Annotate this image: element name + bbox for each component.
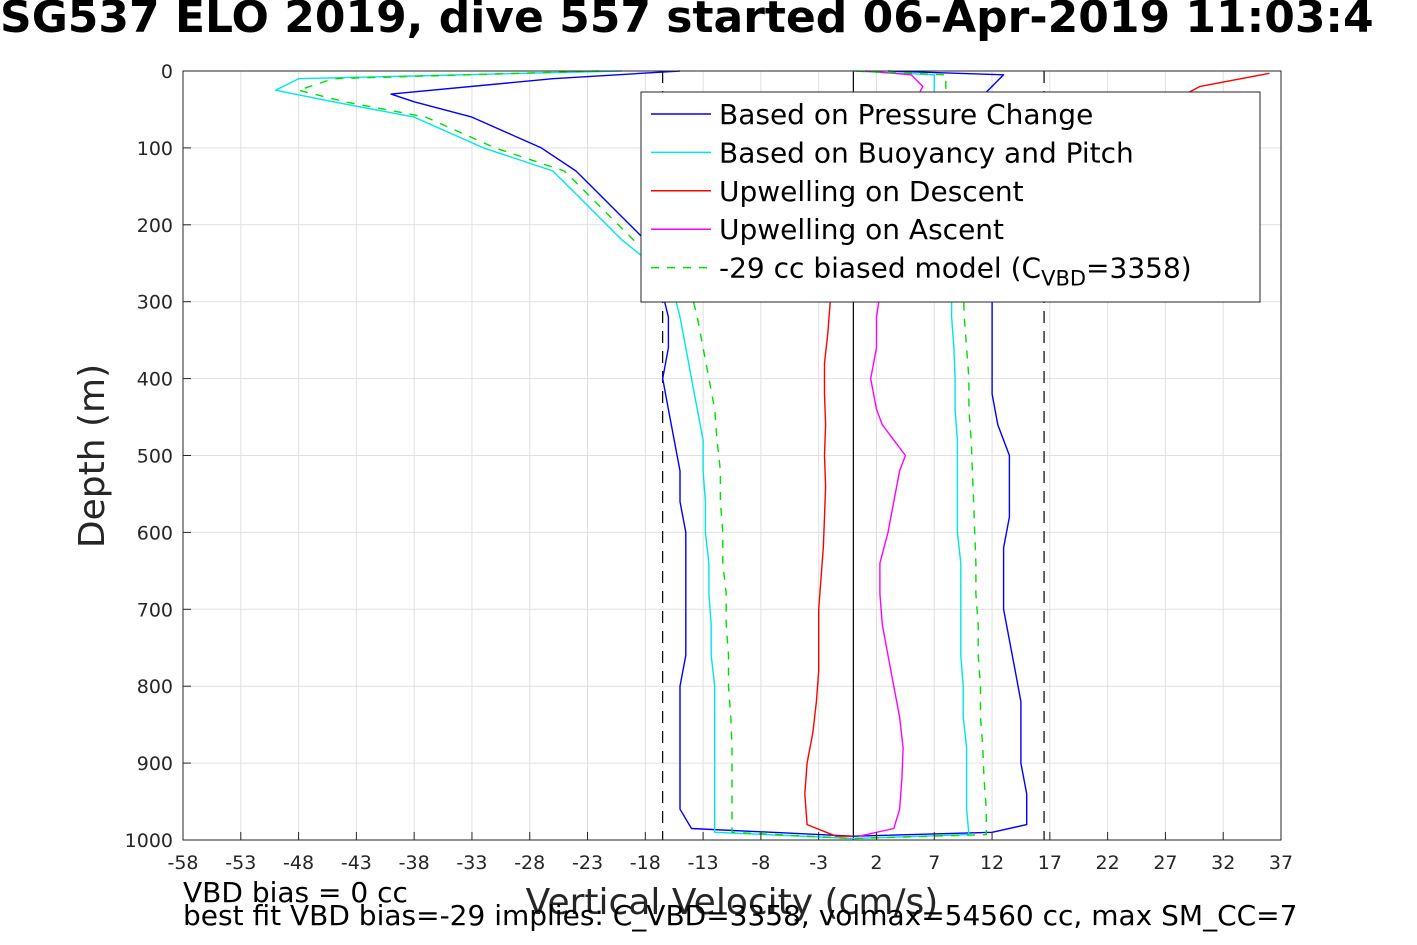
x-tick-label: -43	[341, 852, 372, 874]
series-line	[390, 70, 1028, 837]
legend: Based on Pressure Change Based on Buoyanc…	[640, 91, 1261, 303]
x-tick-label: 17	[1038, 852, 1062, 874]
legend-label: Upwelling on Descent	[719, 175, 1024, 208]
vbd-bias-note: VBD bias = 0 cc	[183, 876, 408, 909]
series-line	[804, 301, 854, 837]
x-tick-label: 37	[1269, 852, 1293, 874]
x-tick-label: -33	[456, 852, 487, 874]
x-tick-label: 27	[1153, 852, 1177, 874]
x-tick-labels: -58 -53 -48 -43 -38 -33 -28 -23 -18 -13 -8 -3 2 7 12 17…	[167, 852, 1293, 874]
x-tick-label: 7	[928, 852, 940, 874]
x-tick-label: -23	[572, 852, 603, 874]
y-tick-label: 200	[137, 215, 173, 237]
y-tick-label: 800	[137, 676, 173, 698]
y-tick-labels: 0 100 200 300 400 500 600 700 800 900 1000	[125, 61, 173, 852]
y-tick-label: 600	[137, 522, 173, 544]
best-fit-note: best fit VBD bias=-29 implies: C_VBD=335…	[183, 899, 1298, 932]
chart-title: SG537 ELO 2019, dive 557 started 06-Apr-…	[0, 0, 1374, 43]
x-tick-label: -28	[514, 852, 545, 874]
x-tick-label: 2	[870, 852, 882, 874]
y-tick-label: 500	[137, 446, 173, 468]
x-tick-label: -18	[630, 852, 661, 874]
y-tick-label: 300	[137, 292, 173, 314]
series-line	[297, 70, 987, 840]
x-tick-label: 22	[1096, 852, 1120, 874]
y-tick-label: 0	[161, 61, 173, 83]
y-axis-label: Depth (m)	[72, 364, 113, 548]
legend-label: Based on Buoyancy and Pitch	[719, 136, 1134, 169]
x-axis-label: Vertical Velocity (cm/s)	[526, 882, 939, 923]
y-tick-label: 400	[137, 369, 173, 391]
legend-box	[640, 91, 1261, 303]
y-tick-label: 100	[137, 138, 173, 160]
x-tick-label: -53	[225, 852, 256, 874]
x-tick-label: -8	[751, 852, 770, 874]
x-tick-label: -48	[283, 852, 314, 874]
legend-label: Upwelling on Ascent	[719, 213, 1004, 246]
axis-ticks	[182, 70, 1282, 841]
y-tick-label: 700	[137, 599, 173, 621]
y-tick-label: 900	[137, 753, 173, 775]
x-tick-label: -13	[688, 852, 719, 874]
legend-label: Based on Pressure Change	[719, 98, 1093, 131]
legend-label: -29 cc biased model (CVBD=3358)	[719, 252, 1192, 291]
x-tick-label: 32	[1211, 852, 1235, 874]
x-tick-label: -58	[167, 852, 198, 874]
x-tick-label: -38	[399, 852, 430, 874]
x-tick-label: 12	[980, 852, 1004, 874]
x-tick-label: -3	[809, 852, 828, 874]
y-tick-label: 1000	[125, 830, 173, 852]
series-line	[274, 70, 970, 840]
